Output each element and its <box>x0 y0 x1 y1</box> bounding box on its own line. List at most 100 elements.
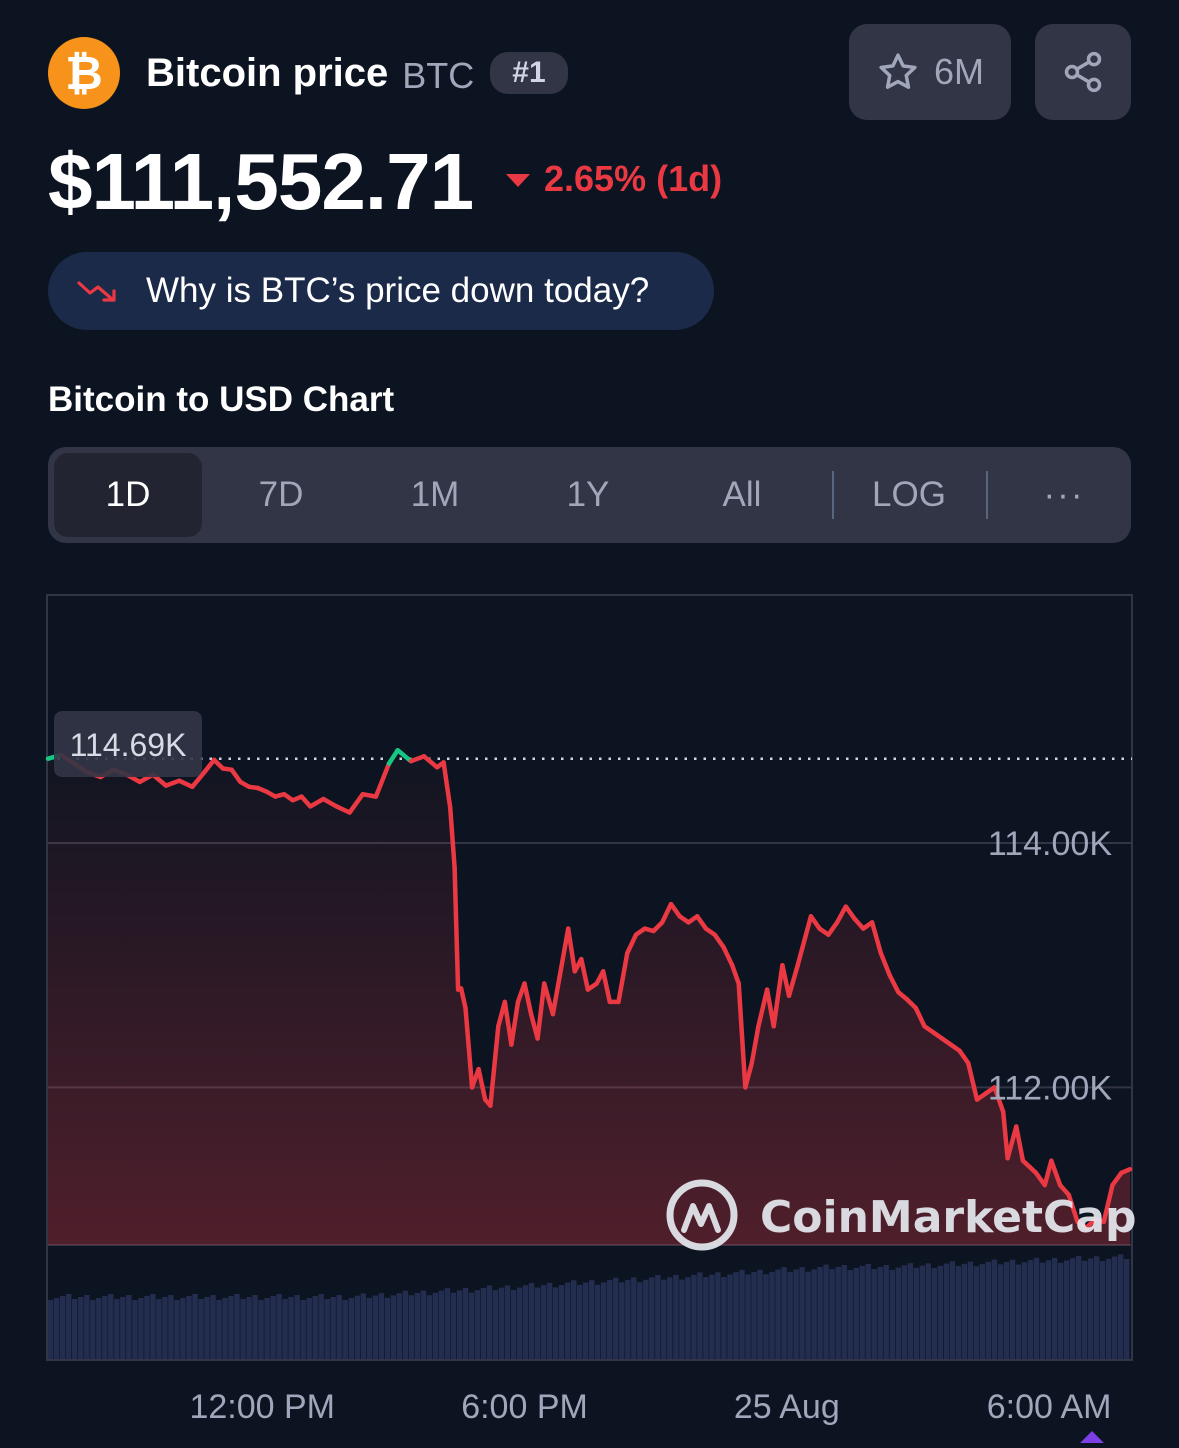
volume-bar <box>1057 1262 1064 1359</box>
x-tick-label: 6:00 PM <box>461 1388 588 1426</box>
price-line-segment <box>625 932 639 956</box>
volume-bar <box>709 1274 715 1359</box>
volume-bar <box>1106 1258 1112 1359</box>
volume-bar <box>324 1299 330 1359</box>
volume-bar <box>727 1274 733 1359</box>
volume-bar <box>288 1297 294 1359</box>
volume-bar <box>138 1298 144 1359</box>
volume-bar <box>270 1296 276 1359</box>
volume-bar <box>90 1300 96 1359</box>
price-line-segment <box>616 950 630 1005</box>
watchlist-count: 6M <box>933 51 984 92</box>
price-line-segment <box>869 920 884 956</box>
volume-bar <box>979 1264 986 1359</box>
volume-bar <box>1021 1262 1028 1359</box>
volume-bar <box>907 1263 914 1359</box>
price-line-segment <box>557 926 571 980</box>
share-button[interactable] <box>1035 24 1131 120</box>
volume-bar <box>222 1298 228 1359</box>
price-line-segment <box>347 791 366 815</box>
volume-bar <box>252 1295 258 1359</box>
price-line-segment <box>190 768 208 790</box>
tab-all[interactable]: All <box>722 475 762 514</box>
more-options-button[interactable]: ··· <box>1043 475 1085 514</box>
volume-bar <box>168 1295 174 1359</box>
price-line-segment <box>1101 1182 1115 1225</box>
volume-bar <box>432 1292 439 1359</box>
volume-bar <box>679 1279 685 1359</box>
price-line-segment <box>535 981 547 1041</box>
coinmarketcap-logo-icon <box>666 1179 738 1251</box>
volume-bar <box>607 1280 613 1359</box>
volume-bar <box>661 1279 667 1359</box>
chart-frame <box>46 594 1133 1361</box>
price-line-segment <box>913 1005 927 1029</box>
tab-1m[interactable]: 1M <box>410 475 460 514</box>
volume-bar <box>120 1297 126 1359</box>
volume-bar <box>108 1294 114 1359</box>
volume-bar <box>733 1272 739 1359</box>
volume-bar <box>961 1263 968 1359</box>
volume-bar <box>156 1299 162 1359</box>
tab-divider <box>986 471 988 519</box>
volume-bar <box>631 1277 637 1359</box>
chart-section-title: Bitcoin to USD Chart <box>48 380 395 419</box>
tab-divider <box>832 471 834 519</box>
volume-bar <box>895 1267 902 1359</box>
volume-bar <box>991 1259 998 1359</box>
volume-bar <box>342 1300 348 1359</box>
price-line-segment <box>441 760 453 810</box>
volume-bar <box>210 1295 216 1359</box>
volume-bar <box>414 1292 421 1359</box>
volume-bar <box>102 1296 108 1359</box>
tab-1d[interactable]: 1D <box>54 453 202 537</box>
volume-bar <box>54 1298 60 1359</box>
price-line-segment <box>541 981 556 1017</box>
volume-bar <box>294 1295 300 1359</box>
price-line-segment <box>736 981 748 1090</box>
volume-bar <box>366 1297 373 1359</box>
volume-bar <box>336 1295 342 1359</box>
price-line-segment <box>1110 1170 1124 1188</box>
price-insight-label: Why is BTC’s price down today? <box>146 271 650 310</box>
volume-bar <box>1081 1260 1088 1359</box>
volume-bar <box>1124 1259 1130 1359</box>
volume-bar <box>390 1295 397 1359</box>
price-line-segment <box>321 796 339 809</box>
price-line-segment <box>163 778 182 788</box>
price-line-segment <box>786 962 800 999</box>
open-price-tag: 114.69K <box>54 711 202 777</box>
volume-bar <box>318 1294 324 1359</box>
volume-bar <box>510 1290 517 1359</box>
tab-7d[interactable]: 7D <box>258 475 304 514</box>
trend-down-icon <box>77 281 116 302</box>
volume-bar <box>985 1261 992 1359</box>
tab-1y[interactable]: 1Y <box>566 475 610 514</box>
volume-bar <box>480 1287 487 1359</box>
price-line-segment <box>395 747 414 764</box>
volume-bar <box>1033 1257 1040 1359</box>
volume-bar <box>673 1274 679 1359</box>
volume-bar <box>763 1274 769 1359</box>
price-area-fill <box>48 758 1130 1245</box>
price-line-segment <box>421 754 440 770</box>
price-line-segment <box>771 962 785 1029</box>
volume-bar <box>1051 1258 1058 1359</box>
price-chart[interactable]: 114.00K 112.00K 114.69K CoinMarketCap 12:… <box>0 590 1179 1443</box>
volume-bar <box>198 1299 204 1359</box>
price-insight-button[interactable]: Why is BTC’s price down today? <box>48 252 714 330</box>
price-line-segment <box>887 972 901 995</box>
price-line-segment <box>834 904 849 925</box>
price-line-segment <box>203 757 217 774</box>
volume-bar <box>799 1267 805 1359</box>
watchlist-button[interactable]: 6M <box>849 24 1011 120</box>
tab-log[interactable]: LOG <box>872 475 946 514</box>
volume-bar <box>330 1297 336 1359</box>
volume-bar <box>1003 1262 1010 1359</box>
volume-bar <box>384 1297 391 1359</box>
volume-bar <box>595 1284 601 1359</box>
price-line-segment <box>176 778 195 790</box>
volume-bar <box>751 1272 757 1359</box>
price-line-segment <box>992 1085 1006 1115</box>
volume-bar <box>901 1265 908 1359</box>
